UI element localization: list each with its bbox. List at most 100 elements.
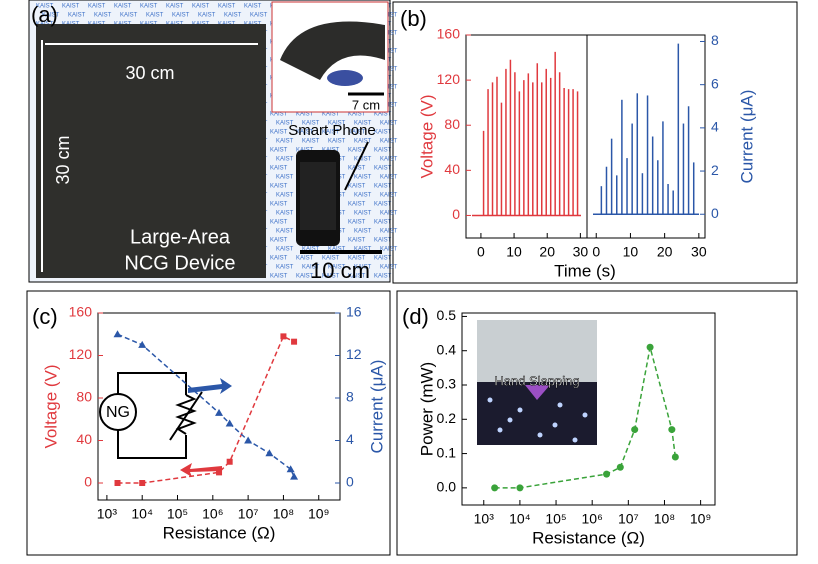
watermark-text: KAIST [374, 130, 392, 136]
x-tick-label: 30 [573, 244, 589, 260]
watermark-text: KAIST [88, 4, 106, 10]
watermark-text: KAIST [374, 112, 392, 118]
hand [327, 70, 363, 86]
watermark-text: KAIST [374, 220, 392, 226]
watermark-text: KAIST [270, 202, 288, 208]
led-dot [537, 432, 543, 438]
device-sheet [36, 24, 266, 278]
watermark-text: KAIST [218, 4, 236, 10]
series-line [494, 347, 677, 489]
led-dot [582, 412, 588, 418]
x-tick-label: 10⁹ [690, 511, 712, 527]
watermark-text: KAIST [380, 31, 398, 37]
x-tick-label: 0 [592, 244, 600, 260]
y-tick-label: 2 [711, 162, 719, 178]
watermark-text: KAIST [374, 274, 392, 280]
arrow [525, 385, 550, 400]
y-tick-label: 16 [346, 304, 362, 320]
phone-screen [300, 162, 336, 230]
marker [291, 338, 298, 345]
watermark-text: KAIST [374, 166, 392, 172]
y-tick-label: 40 [76, 431, 92, 447]
watermark-text: KAIST [354, 211, 372, 217]
watermark-text: KAIST [354, 157, 372, 163]
watermark-text: KAIST [348, 238, 366, 244]
watermark-text: KAIST [276, 121, 294, 127]
panel-frame [28, 0, 391, 283]
y-tick-label: 0.5 [437, 307, 457, 323]
watermark-text: KAIST [354, 139, 372, 145]
watermark-text: KAIST [192, 4, 210, 10]
rolled-sheet [280, 21, 385, 80]
watermark-text: KAIST [296, 130, 314, 136]
marker [668, 426, 676, 434]
watermark-text: KAIST [322, 112, 340, 118]
watermark-text: KAIST [380, 175, 398, 181]
panel-label: (c) [32, 304, 58, 329]
watermark-text: KAIST [380, 193, 398, 199]
watermark-text: KAIST [270, 274, 288, 280]
watermark-text: KAIST [270, 238, 288, 244]
led-dot [507, 417, 513, 423]
y-tick-label: 120 [437, 71, 461, 87]
watermark-text: KAIST [172, 13, 190, 19]
led-dot [487, 397, 493, 403]
x-tick-label: 10⁶ [202, 506, 223, 522]
photo-panel: KAIST KAIST KAIST KAIST KAIST KAIST KAIST KAIST… [28, 0, 398, 283]
marker [138, 340, 147, 348]
marker [516, 484, 524, 492]
watermark-text: KAIST [348, 184, 366, 190]
marker [280, 333, 287, 340]
watermark-text: KAIST [328, 139, 346, 145]
watermark-text: KAIST [354, 193, 372, 199]
watermark-text: KAIST [380, 13, 398, 19]
watermark-text: KAIST [270, 256, 288, 262]
led-dot [557, 402, 563, 408]
watermark-text: KAIST [296, 274, 314, 280]
led-dot [497, 427, 503, 433]
led-dot [552, 422, 558, 428]
series-line [117, 333, 295, 477]
y-tick-label: 4 [711, 119, 719, 135]
plot-frame [461, 312, 716, 506]
x-tick-label: 10⁵ [167, 506, 188, 522]
marker [244, 436, 253, 444]
phone-label: Smart Phone [288, 122, 376, 139]
x-axis-label: Time (s) [554, 261, 616, 280]
watermark-text: KAIST [68, 13, 86, 19]
x-tick-label: 10³ [474, 511, 495, 527]
x-tick-label: 10⁶ [582, 511, 603, 527]
y-tick-label: 12 [346, 346, 362, 362]
panel-label: (b) [400, 6, 427, 31]
watermark-text: KAIST [270, 220, 288, 226]
watermark-text: KAIST [374, 256, 392, 262]
watermark-text: KAIST [276, 229, 294, 235]
y-axis-label: Power (mW) [417, 362, 436, 456]
x-tick-label: 10⁵ [545, 511, 566, 527]
watermark-text: KAIST [276, 211, 294, 217]
y2-axis-label: Current (μA) [367, 360, 386, 454]
watermark-text: KAIST [146, 13, 164, 19]
x-tick-label: 10⁸ [273, 506, 295, 522]
y-axis-label: Current (μA) [737, 90, 756, 184]
watermark-text: KAIST [374, 238, 392, 244]
watermark-text: KAIST [140, 4, 158, 10]
y-tick-label: 0.3 [437, 376, 457, 392]
panel-frame [26, 290, 391, 556]
watermark-text: KAIST [328, 265, 346, 271]
y-tick-label: 0.1 [437, 444, 457, 460]
watermark-text: KAIST [328, 121, 346, 127]
watermark-text: KAIST [374, 148, 392, 154]
watermark-text: KAIST [380, 211, 398, 217]
y-tick-label: 80 [76, 389, 92, 405]
x-tick-label: 10⁴ [509, 511, 531, 527]
watermark-text: KAIST [348, 256, 366, 262]
marker [671, 453, 679, 461]
watermark-text: KAIST [302, 121, 320, 127]
watermark-text: KAIST [94, 13, 112, 19]
watermark-text: KAIST [380, 247, 398, 253]
panel-frame [396, 290, 798, 556]
marker [286, 465, 295, 473]
watermark-text: KAIST [354, 121, 372, 127]
led-dot [572, 437, 578, 443]
